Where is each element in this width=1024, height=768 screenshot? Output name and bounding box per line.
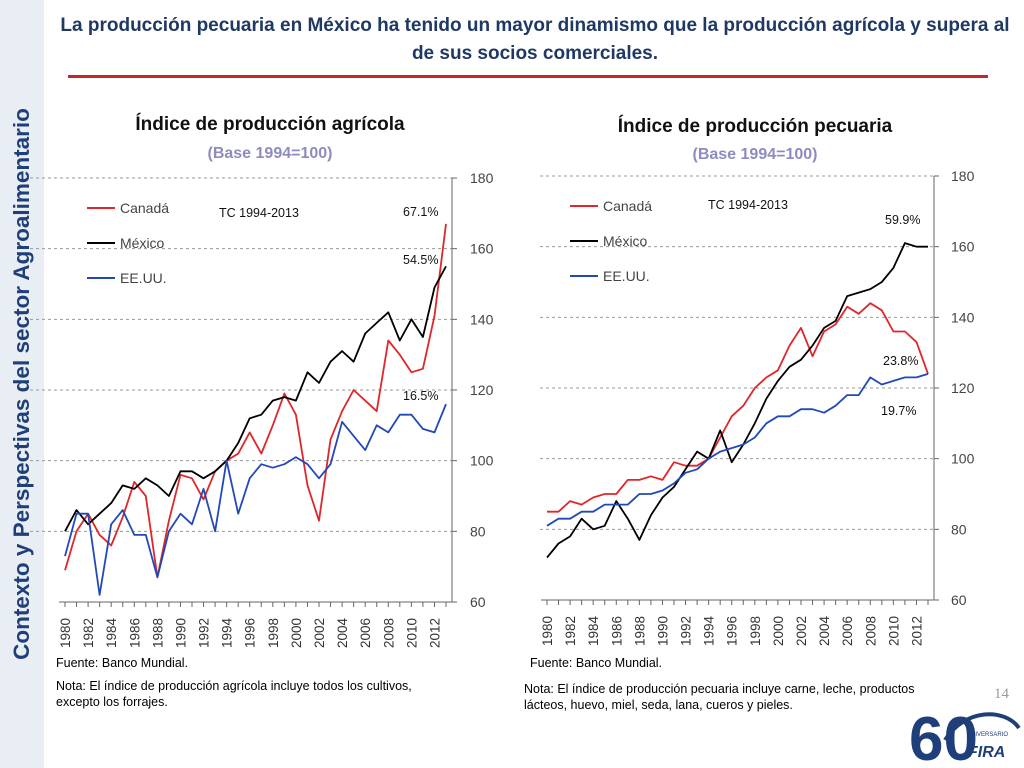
x-tick-label: 2004 (335, 617, 350, 648)
y-tick-label: 140 (951, 309, 975, 325)
note-left: Nota: El índice de producción agrícola i… (56, 679, 412, 709)
legend-label-canad: Canadá (120, 200, 169, 216)
y-tick-label: 160 (470, 241, 494, 257)
y-tick-label: 60 (951, 592, 967, 608)
annotation-label: 19.7% (881, 404, 916, 418)
legend-label-mxico: México (603, 233, 648, 249)
x-tick-label: 2000 (289, 618, 304, 648)
series-line-mxico (546, 242, 928, 559)
x-tick-label: 2000 (771, 616, 786, 646)
y-tick-label: 120 (470, 382, 494, 398)
source-left: Fuente: Banco Mundial. (56, 656, 189, 670)
note-right: Nota: El índice de producción pecuaria i… (524, 682, 915, 712)
annotation-label: TC 1994-2013 (708, 198, 788, 212)
sidebar: Contexto y Perspectivas del sector Agroa… (0, 0, 44, 768)
logo-tagline: ANIVERSARIO (967, 732, 1008, 738)
legend-label-mxico: México (120, 235, 165, 251)
chart-subtitle-pecuaria: (Base 1994=100) (692, 146, 818, 163)
x-tick-label: 2006 (358, 618, 373, 648)
x-tick-label: 1992 (679, 616, 694, 646)
logo-number: 60 (909, 705, 978, 768)
x-tick-label: 1996 (243, 618, 258, 648)
annotation-label: TC 1994-2013 (219, 206, 299, 220)
series-line-eeuu (546, 373, 929, 527)
x-tick-label: 1982 (563, 616, 578, 646)
y-tick-label: 180 (951, 168, 975, 184)
x-tick-label: 1984 (586, 615, 601, 646)
y-tick-label: 160 (951, 239, 975, 255)
x-tick-label: 1980 (58, 618, 73, 648)
series-line-canad (64, 223, 447, 579)
x-tick-label: 1998 (748, 616, 763, 646)
x-tick-label: 2012 (427, 618, 442, 648)
x-tick-label: 1988 (632, 616, 647, 646)
x-tick-label: 2002 (312, 618, 327, 648)
x-tick-label: 1984 (104, 617, 119, 648)
slide-title: La producción pecuaria en México ha teni… (60, 15, 1010, 64)
x-tick-label: 1992 (197, 618, 212, 648)
y-tick-label: 80 (470, 523, 486, 539)
series-line-mxico (64, 265, 447, 532)
x-tick-label: 1994 (220, 617, 235, 648)
x-tick-label: 2004 (817, 615, 832, 646)
y-tick-label: 120 (951, 380, 975, 396)
x-tick-label: 2008 (381, 618, 396, 648)
x-tick-label: 1990 (655, 616, 670, 646)
y-tick-label: 100 (470, 453, 494, 469)
annotation-label: 67.1% (403, 205, 438, 219)
x-tick-label: 1988 (150, 618, 165, 648)
chart-title-pecuaria: Índice de producción pecuaria (617, 116, 893, 137)
series-line-eeuu (64, 403, 447, 596)
x-tick-label: 1986 (609, 616, 624, 646)
annotation-label: 23.8% (883, 354, 918, 368)
title-divider (68, 75, 988, 78)
series-line-canad (547, 302, 929, 513)
y-tick-label: 80 (951, 521, 967, 537)
x-tick-label: 1998 (266, 618, 281, 648)
x-tick-label: 2006 (840, 616, 855, 646)
legend-label-canad: Canadá (603, 198, 652, 214)
legend-label-eeuu: EE.UU. (120, 270, 167, 286)
legend-label-eeuu: EE.UU. (603, 268, 650, 284)
x-tick-label: 1980 (540, 616, 555, 646)
y-tick-label: 140 (470, 311, 494, 327)
y-tick-label: 180 (470, 170, 494, 186)
x-tick-label: 1982 (81, 618, 96, 648)
fira-60-logo: 60 ANIVERSARIO (909, 705, 1021, 768)
x-tick-label: 1990 (173, 618, 188, 648)
x-tick-label: 1996 (725, 616, 740, 646)
logo-wordmark: FIRA (968, 744, 1006, 761)
annotation-label: 54.5% (403, 253, 438, 267)
x-tick-label: 2012 (909, 616, 924, 646)
y-tick-label: 100 (951, 451, 975, 467)
x-tick-label: 2002 (794, 616, 809, 646)
x-tick-label: 2008 (863, 616, 878, 646)
chart-title-agricola: Índice de producción agrícola (135, 114, 405, 135)
source-right: Fuente: Banco Mundial. (530, 656, 663, 670)
page-number: 14 (994, 686, 1009, 702)
chart-subtitle-agricola: (Base 1994=100) (207, 145, 333, 162)
annotation-label: 59.9% (885, 213, 920, 227)
annotation-label: 16.5% (403, 389, 438, 403)
x-tick-label: 1994 (702, 615, 717, 646)
x-tick-label: 2010 (404, 618, 419, 648)
x-tick-label: 1986 (127, 618, 142, 648)
y-tick-label: 60 (470, 594, 486, 610)
x-tick-label: 2010 (886, 616, 901, 646)
